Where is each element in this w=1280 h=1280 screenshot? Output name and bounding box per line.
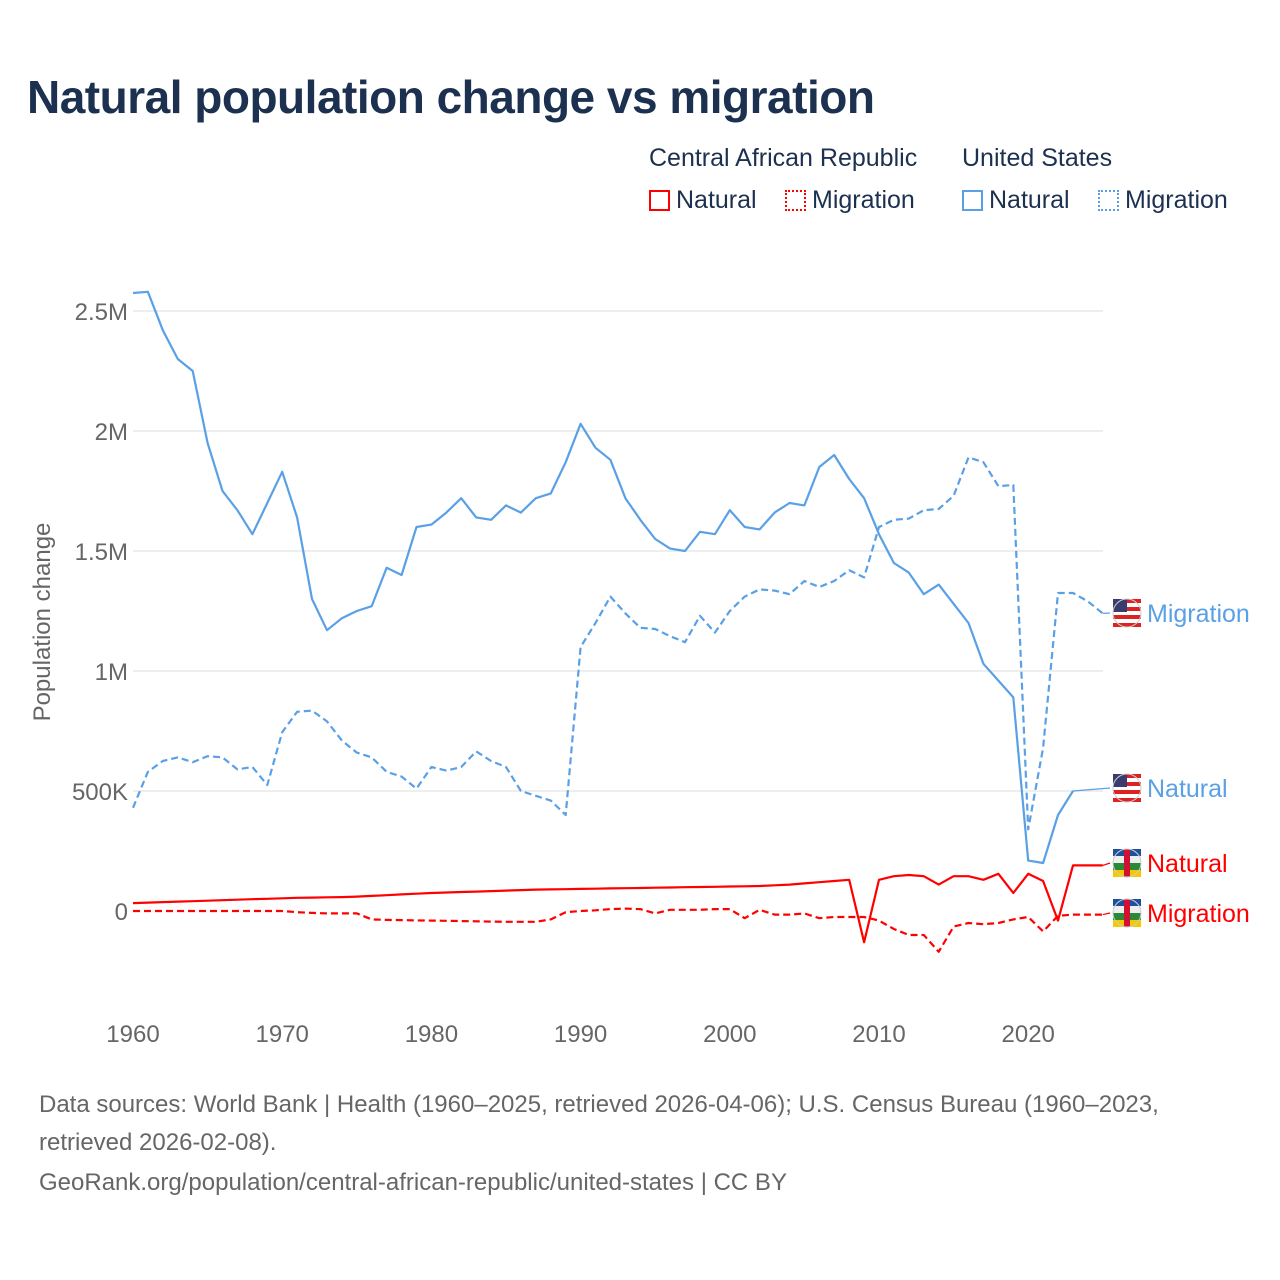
- x-tick-label: 2000: [703, 1021, 756, 1048]
- caf-flag-icon: [1112, 898, 1142, 928]
- series-line-united-states-natural: [132, 290, 1074, 865]
- x-tick-label: 1980: [405, 1021, 458, 1048]
- legend-swatch: [785, 190, 806, 211]
- legend-us-migration[interactable]: Migration: [1098, 186, 1228, 215]
- label-leader: [1102, 912, 1111, 916]
- legend-group-car: Central African Republic: [649, 144, 918, 172]
- source-link[interactable]: GeoRank.org/population/central-african-r…: [39, 1169, 787, 1196]
- legend-group-us: United States: [962, 144, 1113, 172]
- chart-title: Natural population change vs migration: [27, 71, 875, 123]
- series-label: Migration: [1147, 900, 1250, 928]
- series-line-central-african-republic-natural: [132, 864, 1103, 944]
- caf-flag-icon: [1112, 848, 1142, 878]
- series-label: Natural: [1147, 775, 1228, 803]
- y-tick-label: 2M: [95, 419, 128, 446]
- x-tick-label: 1990: [554, 1021, 607, 1048]
- us-flag-icon: [1112, 598, 1142, 628]
- legend-car-migration[interactable]: Migration: [785, 186, 915, 215]
- x-tick-label: 2010: [852, 1021, 905, 1048]
- source-text: Data sources: World Bank | Health (1960–…: [39, 1091, 1159, 1118]
- label-leader: [1072, 787, 1111, 792]
- series-line-central-african-republic-migration: [133, 907, 1103, 953]
- legend-swatch: [1098, 190, 1119, 211]
- us-flag-icon: [1112, 773, 1142, 803]
- legend-swatch: [962, 190, 983, 211]
- legend-car-natural[interactable]: Natural: [649, 186, 757, 215]
- series-line-united-states-migration: [131, 456, 1104, 831]
- y-tick-label: 0: [115, 899, 128, 926]
- legend-swatch: [649, 190, 670, 211]
- y-tick-label: 1.5M: [75, 539, 128, 566]
- label-leader: [1102, 862, 1111, 866]
- x-tick-label: 1960: [106, 1021, 159, 1048]
- y-tick-label: 2.5M: [75, 299, 128, 326]
- x-tick-label: 2020: [1002, 1021, 1055, 1048]
- y-axis-label: Population change: [29, 523, 56, 722]
- series-label: Natural: [1147, 850, 1228, 878]
- series-label: Migration: [1147, 600, 1250, 628]
- x-tick-label: 1970: [256, 1021, 309, 1048]
- y-tick-label: 500K: [72, 779, 128, 806]
- legend-us-natural[interactable]: Natural: [962, 186, 1070, 215]
- source-text: retrieved 2026-02-08).: [39, 1129, 277, 1156]
- y-tick-label: 1M: [95, 659, 128, 686]
